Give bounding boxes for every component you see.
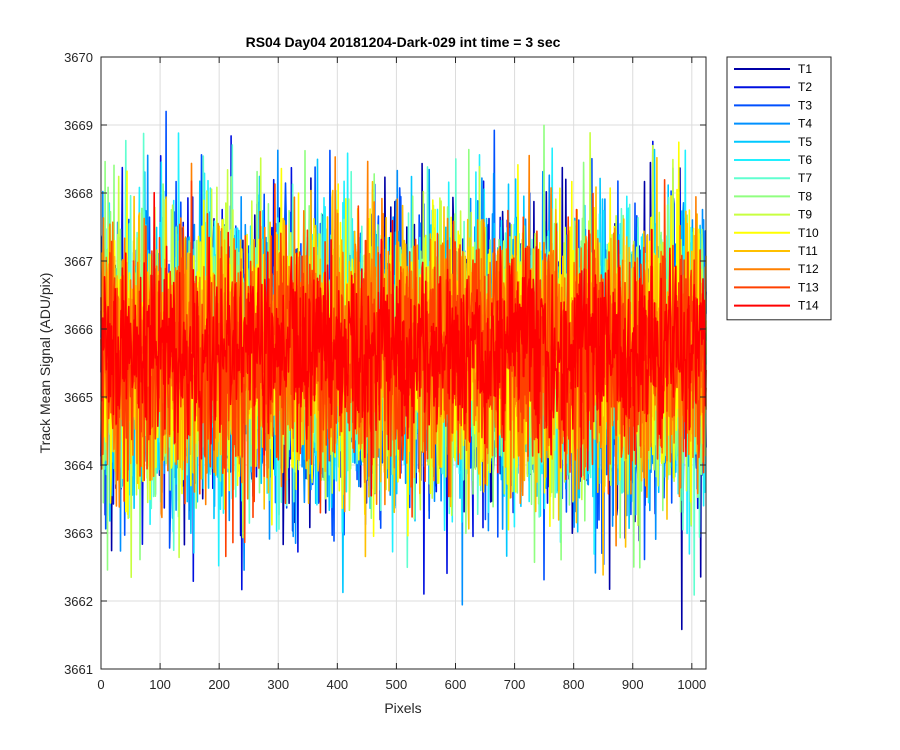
- y-tick-label: 3663: [64, 526, 93, 541]
- series-lines: [100, 110, 707, 631]
- ticks: 0 100 200 300 400 500 600 700 800 900 1000 3661 3662…: [64, 50, 706, 692]
- x-tick-label: 500: [386, 677, 408, 692]
- x-tick-label: 100: [149, 677, 171, 692]
- y-tick-label: 3666: [64, 322, 93, 337]
- x-axis-title: Pixels: [384, 700, 421, 716]
- y-tick-label: 3664: [64, 458, 93, 473]
- legend-label: T9: [798, 208, 812, 222]
- legend-label: T2: [798, 80, 812, 94]
- legend-box: [726, 56, 832, 321]
- x-tick-label: 200: [208, 677, 230, 692]
- y-tick-label: 3661: [64, 662, 93, 677]
- x-tick-label: 800: [563, 677, 585, 692]
- legend: T1 T2 T3 T4 T5 T6 T7 T8 T9 T10 T11 T12 T13 T14: [726, 56, 832, 321]
- legend-label: T1: [798, 62, 812, 76]
- x-tick-label: 400: [326, 677, 348, 692]
- series-line-t14: [100, 191, 707, 497]
- y-tick-label: 3662: [64, 594, 93, 609]
- legend-label: T14: [798, 299, 819, 313]
- legend-label: T12: [798, 262, 819, 276]
- y-axis-title: Track Mean Signal (ADU/pix): [37, 273, 53, 454]
- x-tick-label: 300: [267, 677, 289, 692]
- y-tick-label: 3667: [64, 254, 93, 269]
- y-tick-label: 3665: [64, 390, 93, 405]
- legend-label: T10: [798, 226, 819, 240]
- x-tick-label: 0: [97, 677, 104, 692]
- chart-title: RS04 Day04 20181204-Dark-029 int time = …: [246, 34, 561, 50]
- x-tick-label: 900: [622, 677, 644, 692]
- plot-frame: [100, 56, 707, 670]
- x-tick-label: 700: [504, 677, 526, 692]
- legend-label: T3: [798, 98, 812, 112]
- legend-label: T8: [798, 189, 812, 203]
- y-tick-label: 3669: [64, 118, 93, 133]
- legend-label: T4: [798, 117, 812, 131]
- legend-label: T6: [798, 153, 812, 167]
- y-tick-label: 3668: [64, 186, 93, 201]
- x-tick-label: 600: [445, 677, 467, 692]
- legend-label: T13: [798, 280, 819, 294]
- legend-label: T7: [798, 171, 812, 185]
- legend-label: T5: [798, 135, 812, 149]
- legend-label: T11: [798, 244, 818, 258]
- y-tick-label: 3670: [64, 50, 93, 65]
- x-tick-label: 1000: [677, 677, 706, 692]
